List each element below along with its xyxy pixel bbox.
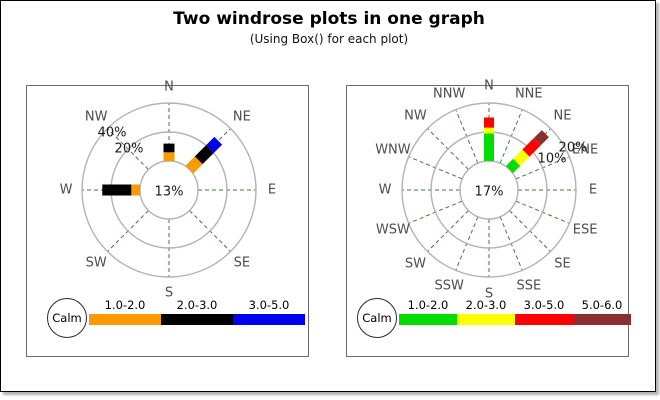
calm-circle: Calm	[357, 298, 397, 338]
legend-label-3.0-5.0: 3.0-5.0	[248, 298, 290, 312]
page-subtitle: (Using Box() for each plot)	[249, 32, 409, 46]
direction-label-nw: NW	[84, 109, 108, 125]
direction-label-nne: NNE	[514, 86, 543, 102]
page-title: Two windrose plots in one graph	[173, 9, 485, 29]
windrose-left	[81, 102, 257, 278]
ring-label-mid: 20%	[114, 141, 144, 157]
direction-label-n: N	[484, 78, 494, 94]
windrose-right	[401, 102, 577, 278]
legend-band-5.0-6.0	[573, 314, 631, 325]
ring-label-mid: 10%	[537, 151, 567, 167]
legend-label-2.0-3.0: 2.0-3.0	[176, 298, 218, 312]
direction-label-sw: SW	[404, 256, 427, 272]
direction-label-se: SE	[233, 255, 251, 271]
legend-label-5.0-6.0: 5.0-6.0	[581, 298, 623, 312]
legend-band-1.0-2.0	[399, 314, 457, 325]
direction-label-ene: ENE	[572, 142, 599, 158]
plot-box-right: N NNE NE ENE E ESE SE SSE S SSW SW WSW W WNW NW NNW 17% 1…	[346, 79, 631, 357]
chart-canvas: Two windrose plots in one graph (Using B…	[0, 0, 656, 392]
direction-label-s: S	[164, 285, 174, 301]
ring-label-inner: 17%	[474, 184, 504, 200]
legend-band-3.0-5.0	[515, 314, 573, 325]
legend-band-2.0-3.0	[457, 314, 515, 325]
direction-label-e: E	[588, 182, 598, 198]
direction-label-n: N	[164, 79, 174, 95]
legend-label-1.0-2.0: 1.0-2.0	[407, 298, 449, 312]
ring-label-outer: 40%	[97, 125, 127, 141]
legend-label-2.0-3.0: 2.0-3.0	[465, 298, 507, 312]
legend-label-1.0-2.0: 1.0-2.0	[104, 298, 146, 312]
direction-label-w: W	[59, 182, 73, 198]
direction-label-nw: NW	[404, 108, 427, 124]
direction-label-wnw: WNW	[375, 142, 411, 158]
direction-label-sw: SW	[85, 255, 107, 271]
calm-label: Calm	[52, 311, 82, 325]
direction-label-ssw: SSW	[434, 278, 464, 294]
ring-label-outer: 20%	[558, 140, 588, 156]
legend-band-2.0-3.0	[161, 314, 233, 325]
direction-label-e: E	[267, 182, 277, 198]
direction-label-ne: NE	[553, 108, 572, 124]
direction-label-wsw: WSW	[375, 222, 410, 238]
direction-label-ese: ESE	[572, 222, 598, 238]
direction-label-ne: NE	[232, 109, 251, 125]
direction-label-nnw: NNW	[433, 86, 466, 102]
direction-label-w: W	[378, 182, 392, 198]
calm-label: Calm	[362, 311, 392, 325]
plot-box-left: N NE E SE S SW W NW 13% 20% 40% Calm 1.0-2.0 2.0-3.0…	[26, 80, 309, 357]
ring-label-inner: 13%	[154, 184, 184, 200]
direction-label-se: SE	[554, 256, 571, 272]
legend-band-1.0-2.0	[89, 314, 161, 325]
calm-circle: Calm	[47, 298, 87, 338]
direction-label-s: S	[484, 286, 494, 302]
legend-label-3.0-5.0: 3.0-5.0	[523, 298, 565, 312]
legend-band-3.0-5.0	[233, 314, 305, 325]
direction-label-sse: SSE	[516, 278, 542, 294]
